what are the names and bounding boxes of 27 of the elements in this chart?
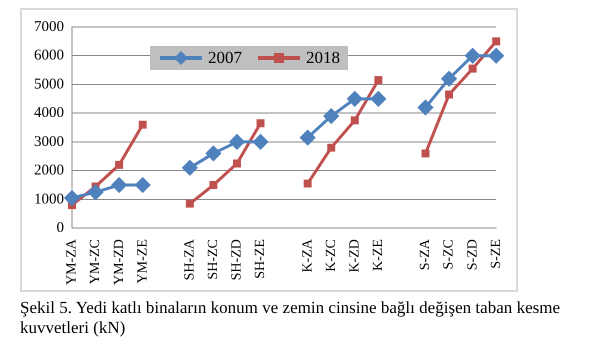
x-tick-label: SH-ZC xyxy=(206,239,222,280)
x-tick-label: K-ZD xyxy=(347,239,362,273)
y-tick-label: 6000 xyxy=(34,48,64,64)
x-tick-label: YM-ZC xyxy=(88,239,104,284)
x-tick-label: S-ZE xyxy=(488,239,504,269)
y-tick-label: 2000 xyxy=(34,162,64,179)
x-tick-label: YM-ZA xyxy=(64,238,80,286)
x-tick-label: S-ZD xyxy=(465,239,480,270)
y-tick-label: 3000 xyxy=(34,134,64,150)
x-tick-label: K-ZA xyxy=(300,238,316,273)
x-tick-label: S-ZC xyxy=(442,239,457,270)
y-tick-label: 0 xyxy=(56,220,64,236)
x-tick-label: K-ZC xyxy=(324,239,339,272)
x-tick-label: SH-ZD xyxy=(230,239,245,280)
y-tick-label: 7000 xyxy=(34,18,64,35)
x-tick-label: S-ZA xyxy=(418,238,434,270)
x-tick-label: K-ZE xyxy=(371,239,386,272)
legend-label: 2007 xyxy=(208,48,242,68)
x-tick-label: YM-ZD xyxy=(112,239,127,286)
x-tick-label: YM-ZE xyxy=(135,239,150,284)
x-tick-label: SH-ZE xyxy=(253,239,268,279)
y-tick-label: 5000 xyxy=(34,76,64,92)
legend-label: 2018 xyxy=(306,48,340,68)
x-tick-label: SH-ZA xyxy=(182,238,198,280)
y-tick-label: 1000 xyxy=(34,191,64,208)
y-tick-label: 4000 xyxy=(34,105,64,122)
text: Şekil 5. Yedi katlı binaların konum ve zemin cinsine bağlı değişen taban kesme kuvvetleri (kN) xyxy=(20,298,560,338)
